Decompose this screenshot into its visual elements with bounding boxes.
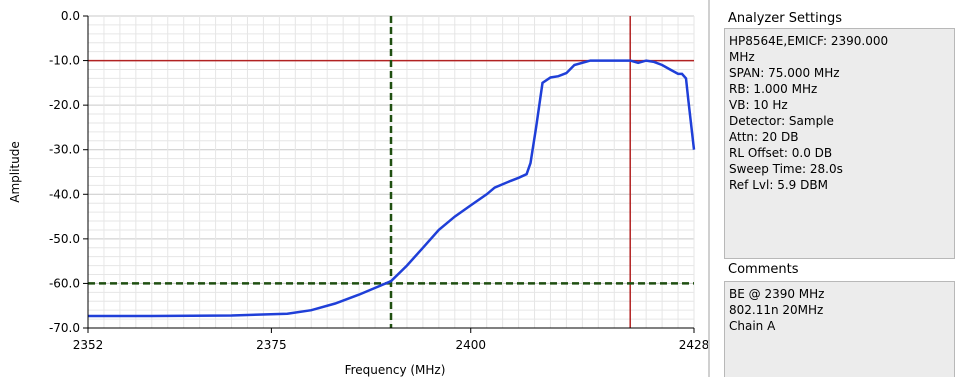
- settings-line: HP8564E,EMICF: 2390.000: [729, 34, 889, 48]
- y-tick-label: -20.0: [49, 98, 80, 112]
- settings-line: VB: 10 Hz: [729, 98, 788, 112]
- y-tick-label: -60.0: [49, 276, 80, 290]
- series-trace: [88, 59, 696, 318]
- settings-line: Attn: 20 DB: [729, 130, 799, 144]
- comments-title: Comments: [728, 262, 799, 277]
- comments-box[interactable]: BE @ 2390 MHz 802.11n 20MHz Chain A: [724, 281, 955, 377]
- y-tick-label: -30.0: [49, 143, 80, 157]
- settings-line: RB: 1.000 MHz: [729, 82, 818, 96]
- settings-line: RL Offset: 0.0 DB: [729, 146, 833, 160]
- comment-line: BE @ 2390 MHz: [729, 287, 825, 301]
- analyzer-settings-box[interactable]: HP8564E,EMICF: 2390.000 MHz SPAN: 75.000…: [724, 28, 955, 259]
- x-tick-label: 2428: [679, 338, 710, 352]
- spectrum-chart: 0.0 -10.0 -20.0 -30.0 -40.0 -50.0 -60.0 -70.0 2…: [8, 9, 710, 377]
- y-tick-label: -40.0: [49, 187, 80, 201]
- x-axis-label: Frequency (MHz): [345, 363, 446, 377]
- x-tick-label: 2400: [455, 338, 486, 352]
- y-axis-label: Amplitude: [8, 141, 22, 203]
- x-tick-label: 2352: [73, 338, 104, 352]
- y-tick-label: -10.0: [49, 54, 80, 68]
- x-tick-label: 2375: [256, 338, 287, 352]
- settings-line: SPAN: 75.000 MHz: [729, 66, 840, 80]
- panel-separator: [708, 0, 710, 377]
- settings-line: Detector: Sample: [729, 114, 834, 128]
- settings-line: MHz: [729, 50, 755, 64]
- axes: [87, 16, 694, 329]
- settings-line: Ref Lvl: 5.9 DBM: [729, 178, 828, 192]
- y-tick-labels: 0.0 -10.0 -20.0 -30.0 -40.0 -50.0 -60.0 -70.0: [49, 9, 88, 335]
- y-tick-label: 0.0: [61, 9, 80, 23]
- analyzer-settings-title: Analyzer Settings: [728, 11, 843, 26]
- settings-line: Sweep Time: 28.0s: [729, 162, 843, 176]
- y-tick-label: -70.0: [49, 321, 80, 335]
- comment-line: 802.11n 20MHz: [729, 303, 824, 317]
- y-tick-label: -50.0: [49, 232, 80, 246]
- comment-line: Chain A: [729, 319, 776, 333]
- x-tick-labels: 2352 2375 2400 2428: [73, 328, 710, 352]
